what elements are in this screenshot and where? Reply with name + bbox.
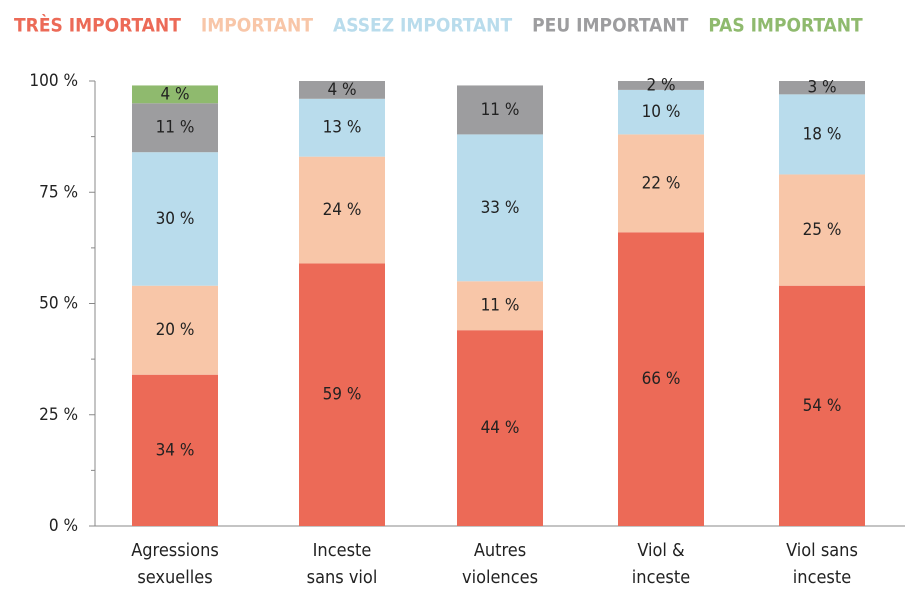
bar-segment bbox=[618, 81, 704, 90]
data-label: 13 % bbox=[323, 118, 362, 138]
bar-segment bbox=[618, 134, 704, 233]
legend-label: ASSEZ IMPORTANT bbox=[333, 15, 512, 37]
bar-segment bbox=[779, 81, 865, 95]
bar-segment bbox=[132, 374, 218, 526]
bar-segment bbox=[299, 98, 385, 157]
legend-label: TRÈS IMPORTANT bbox=[14, 14, 181, 37]
data-label: 33 % bbox=[481, 198, 520, 218]
bar-segment bbox=[779, 94, 865, 175]
data-label: 11 % bbox=[156, 118, 195, 138]
bar-segment bbox=[299, 81, 385, 99]
data-label: 11 % bbox=[481, 296, 520, 316]
data-label: 24 % bbox=[323, 200, 362, 220]
bar-segment bbox=[457, 85, 543, 135]
legend-label: PAS IMPORTANT bbox=[708, 15, 863, 37]
bar-segment bbox=[299, 263, 385, 526]
y-tick-label: 25 % bbox=[39, 405, 78, 425]
bar-segment bbox=[132, 152, 218, 286]
y-tick-label: 50 % bbox=[39, 294, 78, 314]
data-label: 4 % bbox=[327, 80, 356, 100]
bar-segment bbox=[132, 103, 218, 153]
data-label: 25 % bbox=[803, 220, 842, 240]
bar-segment bbox=[618, 89, 704, 135]
data-label: 54 % bbox=[803, 396, 842, 416]
bar-segment bbox=[618, 232, 704, 527]
x-tick-label: Agressions sexuelles bbox=[131, 540, 219, 588]
data-label: 30 % bbox=[156, 209, 195, 229]
bar-segment bbox=[299, 156, 385, 264]
y-tick-label: 0 % bbox=[49, 516, 78, 536]
data-label: 66 % bbox=[642, 369, 681, 389]
x-tick-label: Viol sans inceste bbox=[786, 540, 858, 588]
legend-label: PEU IMPORTANT bbox=[532, 15, 688, 37]
data-label: 22 % bbox=[642, 173, 681, 193]
bar-segment bbox=[779, 174, 865, 286]
data-label: 2 % bbox=[646, 75, 675, 95]
bar-segment bbox=[457, 281, 543, 331]
x-tick-label: Viol & inceste bbox=[631, 540, 691, 588]
data-label: 18 % bbox=[803, 124, 842, 144]
bar-segment bbox=[779, 285, 865, 526]
bar-segment bbox=[132, 285, 218, 375]
data-label: 3 % bbox=[807, 78, 836, 98]
data-label: 59 % bbox=[323, 385, 362, 405]
data-label: 10 % bbox=[642, 102, 681, 122]
x-tick-label: Autres violences bbox=[461, 540, 539, 588]
bar-segment bbox=[457, 330, 543, 526]
bar-segment bbox=[132, 85, 218, 104]
data-label: 34 % bbox=[156, 440, 195, 460]
data-label: 11 % bbox=[481, 100, 520, 120]
y-tick-label: 75 % bbox=[39, 182, 78, 202]
bar-segment bbox=[457, 134, 543, 282]
x-tick-label: Inceste sans viol bbox=[306, 540, 378, 588]
data-label: 20 % bbox=[156, 320, 195, 340]
legend-label: IMPORTANT bbox=[201, 15, 313, 37]
data-label: 4 % bbox=[160, 84, 189, 104]
data-label: 44 % bbox=[481, 418, 520, 438]
y-tick-label: 100 % bbox=[29, 71, 78, 91]
